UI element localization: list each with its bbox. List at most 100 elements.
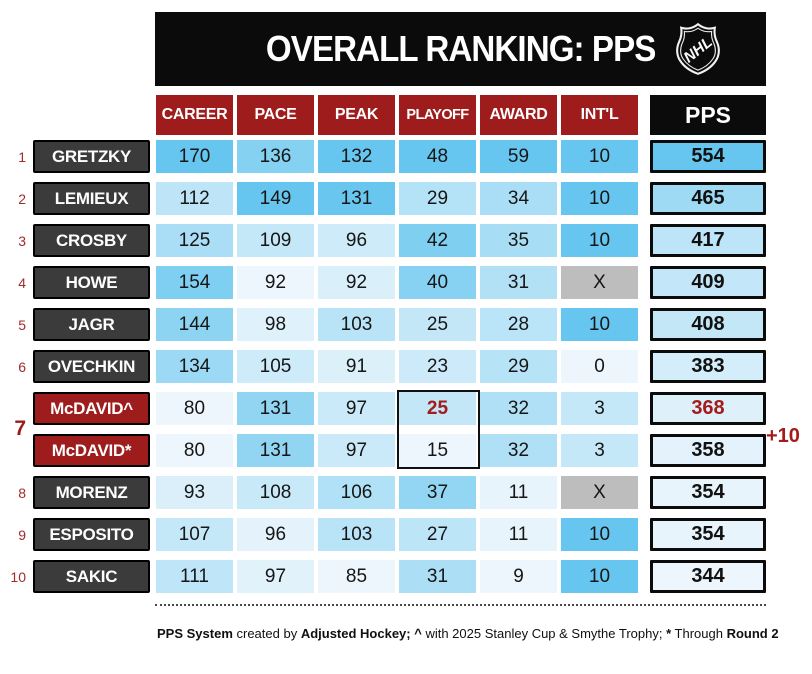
footer-segment: ^ xyxy=(414,626,422,641)
stat-cell: 3 xyxy=(561,392,638,425)
pps-total-cell: 417 xyxy=(650,224,766,257)
stat-cell: 103 xyxy=(318,518,395,551)
stat-cell: 97 xyxy=(318,392,395,425)
pps-total-cell: 465 xyxy=(650,182,766,215)
stat-cell: 10 xyxy=(561,140,638,173)
stat-cell: 106 xyxy=(318,476,395,509)
footer-divider xyxy=(155,604,766,606)
player-name-gretzky: GRETZKY xyxy=(33,140,150,173)
stat-cell: 109 xyxy=(237,224,314,257)
column-header-pps: PPS xyxy=(650,95,766,135)
stat-cell: 132 xyxy=(318,140,395,173)
column-header-pace: PACE xyxy=(237,95,314,135)
rank-number: 4 xyxy=(18,274,26,291)
stat-cell: 11 xyxy=(480,476,557,509)
stat-cell: 144 xyxy=(156,308,233,341)
stat-cell: 131 xyxy=(318,182,395,215)
pps-total-cell: 554 xyxy=(650,140,766,173)
stat-cell: 98 xyxy=(237,308,314,341)
stat-cell: 10 xyxy=(561,182,638,215)
player-name-mcdavid: McDAVID^ xyxy=(33,392,150,425)
column-header-playoff: PLAYOFF xyxy=(399,95,476,135)
column-header-intl: INT'L xyxy=(561,95,638,135)
stat-cell: 31 xyxy=(480,266,557,299)
stat-cell: 35 xyxy=(480,224,557,257)
stat-cell: 85 xyxy=(318,560,395,593)
pps-total-cell: 354 xyxy=(650,518,766,551)
rank-number: 2 xyxy=(18,190,26,207)
player-name-mcdavid: McDAVID* xyxy=(33,434,150,467)
pps-total-cell: 409 xyxy=(650,266,766,299)
player-name-howe: HOWE xyxy=(33,266,150,299)
stat-cell: 29 xyxy=(480,350,557,383)
rank-number: 9 xyxy=(18,526,26,543)
stat-cell: 92 xyxy=(237,266,314,299)
footer-segment: Round 2 xyxy=(726,626,779,641)
stat-cell: 37 xyxy=(399,476,476,509)
stat-cell: 10 xyxy=(561,308,638,341)
column-header-career: CAREER xyxy=(156,95,233,135)
pps-bonus-annotation: +10 xyxy=(766,424,800,447)
stat-cell: 15 xyxy=(399,434,476,467)
rank-number: 3 xyxy=(18,232,26,249)
nhl-shield-icon: NHL xyxy=(676,22,720,75)
page-title: OVERALL RANKING: PPS xyxy=(265,28,656,69)
stat-cell: 32 xyxy=(480,434,557,467)
stat-cell: 29 xyxy=(399,182,476,215)
stat-cell: 3 xyxy=(561,434,638,467)
stat-cell: 32 xyxy=(480,392,557,425)
pps-total-cell: 368 xyxy=(650,392,766,425)
stat-cell: 34 xyxy=(480,182,557,215)
stat-cell: 111 xyxy=(156,560,233,593)
rank-number: 1 xyxy=(18,148,26,165)
stat-cell: 9 xyxy=(480,560,557,593)
pps-total-cell: 408 xyxy=(650,308,766,341)
stat-cell: 149 xyxy=(237,182,314,215)
column-header-award: AWARD xyxy=(480,95,557,135)
stat-cell: 136 xyxy=(237,140,314,173)
stat-cell: 154 xyxy=(156,266,233,299)
stat-cell: 28 xyxy=(480,308,557,341)
rank-number: 8 xyxy=(18,484,26,501)
stat-cell: 25 xyxy=(399,392,476,425)
stat-cell: 23 xyxy=(399,350,476,383)
stat-cell: 131 xyxy=(237,392,314,425)
stat-cell: 40 xyxy=(399,266,476,299)
footer-note: PPS System created by Adjusted Hockey; ^… xyxy=(157,626,797,641)
footer-segment: * xyxy=(666,626,672,641)
stat-cell: 134 xyxy=(156,350,233,383)
stat-cell: 96 xyxy=(237,518,314,551)
stat-cell: 96 xyxy=(318,224,395,257)
stat-cell: X xyxy=(561,266,638,299)
stat-cell: 108 xyxy=(237,476,314,509)
player-name-morenz: MORENZ xyxy=(33,476,150,509)
stat-cell: 112 xyxy=(156,182,233,215)
footer-segment: Through xyxy=(671,626,727,641)
rank-number: 6 xyxy=(18,358,26,375)
stat-cell: 10 xyxy=(561,560,638,593)
footer-segment: with 2025 Stanley Cup & Smythe Trophy; xyxy=(421,626,667,641)
rank-number: 5 xyxy=(18,316,26,333)
column-header-peak: PEAK xyxy=(318,95,395,135)
player-name-ovechkin: OVECHKIN xyxy=(33,350,150,383)
stat-cell: 25 xyxy=(399,308,476,341)
stat-cell: 59 xyxy=(480,140,557,173)
player-name-lemieux: LEMIEUX xyxy=(33,182,150,215)
pps-total-cell: 358 xyxy=(650,434,766,467)
stat-cell: 125 xyxy=(156,224,233,257)
stat-cell: 170 xyxy=(156,140,233,173)
stat-cell: 10 xyxy=(561,518,638,551)
stat-cell: 93 xyxy=(156,476,233,509)
stat-cell: 131 xyxy=(237,434,314,467)
stat-cell: 91 xyxy=(318,350,395,383)
stat-cell: 11 xyxy=(480,518,557,551)
stat-cell: 80 xyxy=(156,434,233,467)
playoff-comparison-highlight-box xyxy=(397,390,480,469)
pps-total-cell: 383 xyxy=(650,350,766,383)
stat-cell: X xyxy=(561,476,638,509)
stat-cell: 97 xyxy=(318,434,395,467)
player-name-jagr: JAGR xyxy=(33,308,150,341)
stat-cell: 10 xyxy=(561,224,638,257)
stat-cell: 48 xyxy=(399,140,476,173)
